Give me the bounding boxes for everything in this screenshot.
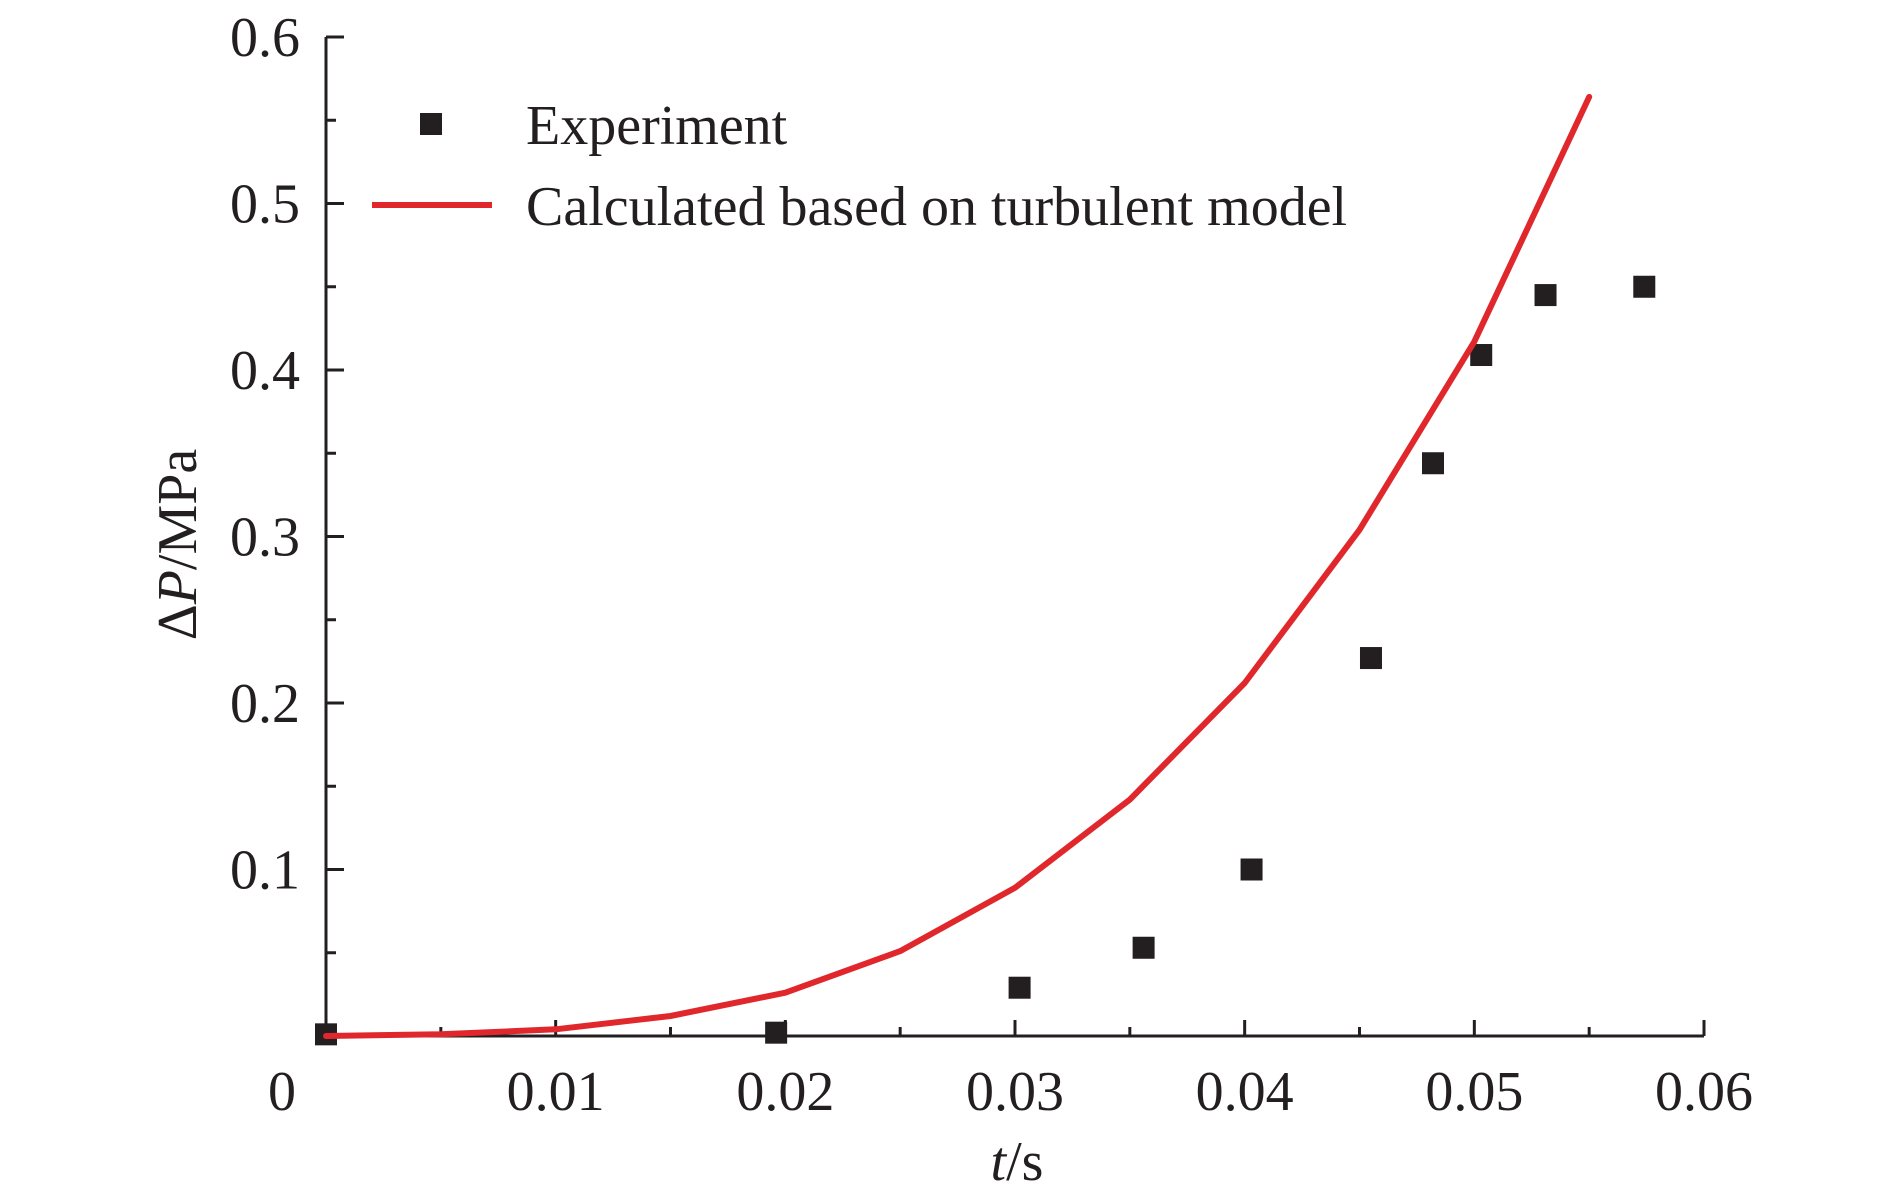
y-tick-label: 0.2	[230, 673, 300, 735]
legend-label-experiment: Experiment	[526, 95, 788, 157]
legend-marker-experiment	[420, 113, 442, 135]
x-tick-label: 0.06	[1655, 1061, 1753, 1123]
data-point-experiment	[1008, 976, 1031, 999]
x-tick-label: 0.04	[1196, 1061, 1294, 1123]
y-tick-label: 0.5	[230, 174, 300, 236]
x-axis-title: t/s	[991, 1131, 1044, 1193]
data-point-experiment	[1534, 284, 1557, 307]
y-axis-title: ΔP/MPa	[147, 449, 209, 641]
x-tick-label: 0.03	[966, 1061, 1064, 1123]
legend-label-turbulent-model: Calculated based on turbulent model	[526, 176, 1347, 238]
x-tick-label: 0.02	[736, 1061, 834, 1123]
y-tick-label: 0.3	[230, 507, 300, 569]
y-tick-label: 0.6	[230, 7, 300, 69]
data-point-experiment	[1421, 452, 1444, 475]
x-tick-label: 0.05	[1425, 1061, 1523, 1123]
legend: Experiment Calculated based on turbulent …	[372, 95, 1347, 238]
data-point-experiment	[1359, 647, 1382, 670]
data-point-experiment	[1240, 858, 1263, 881]
x-tick-label: 0	[268, 1061, 296, 1123]
y-tick-label: 0.4	[230, 340, 300, 402]
series-line-turbulent-model	[323, 93, 1593, 1039]
axes-group: 0 0.01 0.02 0.03 0.04 0.05 0.06 0.1 0.2 0.3 0.4 0.5…	[147, 7, 1753, 1193]
data-point-experiment	[1470, 344, 1493, 367]
data-point-experiment	[1633, 275, 1656, 298]
x-tick-label: 0.01	[507, 1061, 605, 1123]
y-tick-label: 0.1	[230, 840, 300, 902]
series-group	[315, 93, 1656, 1046]
data-point-experiment	[1132, 936, 1155, 959]
data-point-experiment	[765, 1021, 788, 1044]
